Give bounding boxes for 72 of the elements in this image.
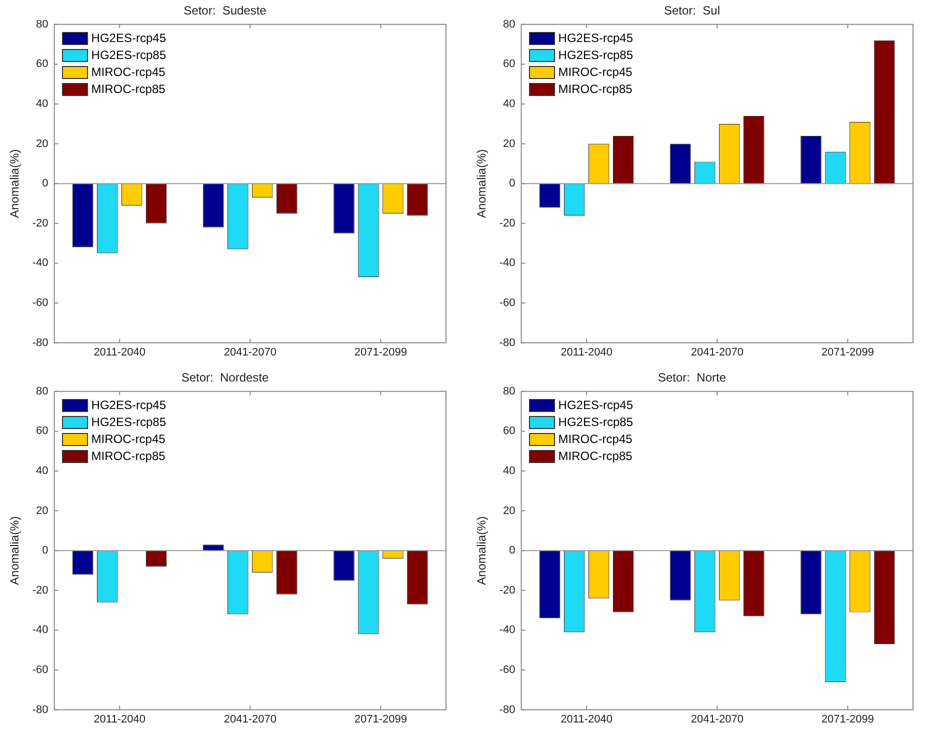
x-tick-label: 2071-2099 [821, 346, 874, 358]
y-axis-title: Anomalia(%) [8, 516, 22, 585]
y-tick-label: -40 [499, 257, 516, 270]
y-tick-label: -20 [32, 217, 48, 230]
y-tick-label: -80 [32, 704, 48, 716]
y-tick-label: -80 [499, 336, 516, 349]
legend-label: MIROC-rcp45 [558, 431, 632, 448]
y-tick-label: 20 [503, 504, 516, 517]
x-tick-label: 2071-2099 [354, 346, 408, 358]
y-tick-label: -60 [499, 297, 516, 310]
y-tick-label: 0 [42, 178, 48, 190]
legend-label: HG2ES-rcp45 [558, 30, 633, 48]
y-axis-title: Anomalia(%) [8, 149, 22, 218]
x-tick-label: 2041-2070 [224, 713, 276, 726]
y-tick-label: 80 [503, 18, 516, 30]
y-tick-label: 80 [503, 385, 516, 398]
y-tick-label: -60 [499, 664, 516, 676]
legend-label: MIROC-rcp85 [91, 81, 166, 98]
x-tick-label: 2011-2040 [94, 713, 146, 726]
legend-label: MIROC-rcp45 [91, 431, 166, 448]
y-tick-label: -60 [32, 297, 48, 310]
y-tick-label: -40 [499, 624, 516, 636]
legend-label: HG2ES-rcp85 [558, 414, 633, 432]
y-tick-label: 20 [36, 138, 48, 150]
x-tick-label: 2041-2070 [690, 346, 744, 358]
legend-label: HG2ES-rcp45 [91, 397, 166, 414]
y-axis-title: Anomalia(%) [474, 149, 489, 218]
y-tick-label: 0 [42, 544, 48, 557]
y-tick-label: 20 [503, 138, 516, 150]
x-tick-label: 2011-2040 [560, 346, 612, 358]
y-tick-label: 40 [503, 465, 516, 478]
legend-label: MIROC-rcp85 [91, 448, 166, 466]
y-tick-label: -80 [32, 336, 48, 349]
legend-label: MIROC-rcp85 [558, 81, 632, 98]
chart-title: Setor: Sudeste [184, 4, 267, 18]
y-tick-label: 40 [503, 98, 516, 110]
x-tick-label: 2011-2040 [560, 713, 612, 726]
legend-label: MIROC-rcp45 [91, 64, 166, 82]
y-tick-label: 40 [36, 98, 48, 110]
chart-title: Setor: Sul [664, 4, 720, 18]
legend-label: HG2ES-rcp45 [558, 397, 633, 414]
chart-title: Setor: Norte [658, 370, 726, 385]
y-tick-label: 40 [36, 465, 48, 478]
y-tick-label: -80 [499, 704, 516, 716]
y-tick-label: 60 [36, 58, 48, 70]
y-tick-label: 0 [509, 544, 516, 557]
y-tick-label: -40 [32, 624, 48, 636]
y-tick-label: 80 [36, 385, 48, 398]
y-tick-label: -20 [499, 584, 516, 596]
y-tick-label: 60 [503, 425, 516, 438]
x-tick-label: 2041-2070 [690, 713, 744, 726]
y-axis-title: Anomalia(%) [474, 516, 489, 585]
y-tick-label: 0 [509, 178, 516, 190]
legend-label: HG2ES-rcp85 [91, 47, 166, 64]
legend-label: HG2ES-rcp85 [558, 47, 633, 64]
y-tick-label: -20 [32, 584, 48, 596]
x-tick-label: 2011-2040 [94, 346, 146, 358]
legend-label: HG2ES-rcp45 [91, 30, 166, 48]
y-tick-label: 80 [36, 18, 48, 30]
legend-label: MIROC-rcp85 [558, 448, 632, 466]
x-tick-label: 2071-2099 [821, 713, 874, 726]
legend-label: HG2ES-rcp85 [91, 414, 166, 432]
y-tick-label: 60 [36, 425, 48, 438]
chart-title: Setor: Nordeste [181, 370, 270, 385]
y-tick-label: -60 [32, 664, 48, 676]
y-tick-label: -20 [499, 217, 516, 230]
x-tick-label: 2071-2099 [354, 713, 408, 726]
legend-label: MIROC-rcp45 [558, 64, 632, 82]
x-tick-label: 2041-2070 [224, 346, 276, 358]
y-tick-label: 20 [36, 504, 48, 517]
y-tick-label: 60 [503, 58, 516, 70]
y-tick-label: -40 [32, 257, 48, 270]
